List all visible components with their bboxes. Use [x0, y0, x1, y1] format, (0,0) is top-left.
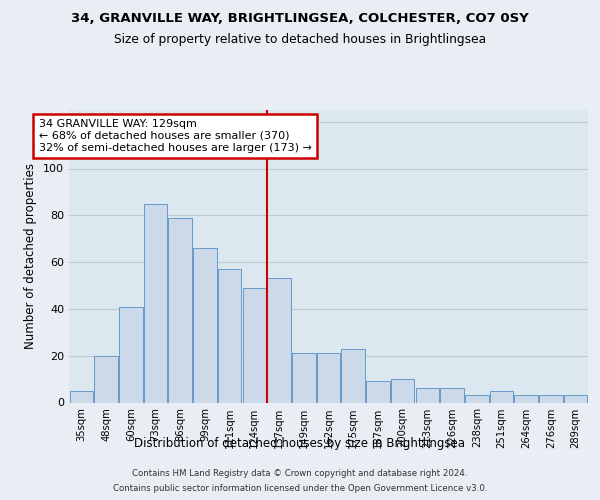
Bar: [292, 354, 316, 403]
Text: Contains HM Land Registry data © Crown copyright and database right 2024.: Contains HM Land Registry data © Crown c…: [132, 469, 468, 478]
Bar: [465, 396, 488, 402]
Text: 34, GRANVILLE WAY, BRIGHTLINGSEA, COLCHESTER, CO7 0SY: 34, GRANVILLE WAY, BRIGHTLINGSEA, COLCHE…: [71, 12, 529, 26]
Text: Distribution of detached houses by size in Brightlingsea: Distribution of detached houses by size …: [134, 438, 466, 450]
Bar: [539, 396, 563, 402]
Bar: [94, 356, 118, 403]
Text: 34 GRANVILLE WAY: 129sqm
← 68% of detached houses are smaller (370)
32% of semi-: 34 GRANVILLE WAY: 129sqm ← 68% of detach…: [39, 120, 312, 152]
Bar: [119, 306, 143, 402]
Bar: [218, 269, 241, 402]
Bar: [514, 396, 538, 402]
Bar: [70, 391, 93, 402]
Bar: [490, 391, 513, 402]
Bar: [317, 354, 340, 403]
Text: Size of property relative to detached houses in Brightlingsea: Size of property relative to detached ho…: [114, 32, 486, 46]
Bar: [416, 388, 439, 402]
Bar: [193, 248, 217, 402]
Text: Contains public sector information licensed under the Open Government Licence v3: Contains public sector information licen…: [113, 484, 487, 493]
Bar: [564, 396, 587, 402]
Bar: [169, 218, 192, 402]
Bar: [242, 288, 266, 403]
Bar: [391, 379, 415, 402]
Bar: [268, 278, 291, 402]
Bar: [440, 388, 464, 402]
Bar: [366, 382, 389, 402]
Y-axis label: Number of detached properties: Number of detached properties: [25, 163, 37, 349]
Bar: [144, 204, 167, 402]
Bar: [341, 348, 365, 403]
